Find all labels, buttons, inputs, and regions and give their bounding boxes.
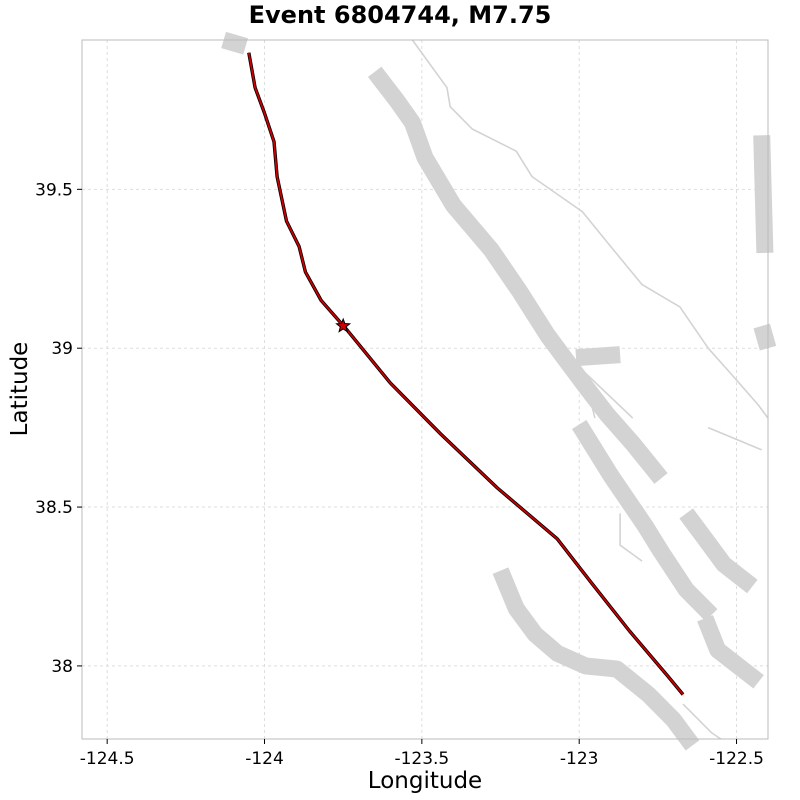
fault-surface [753,135,774,254]
fault-surface [679,508,758,594]
fault-surface [221,31,248,55]
fault-trace [619,513,643,562]
rupture-trace [247,52,684,696]
x-tick-label: -124.5 [80,749,135,769]
fault-trace [682,703,722,740]
x-tick-label: -123 [560,749,599,769]
y-tick-label: 38 [51,657,73,677]
y-tick-label: 38.5 [35,498,73,518]
fault-surface [697,615,764,689]
fault-trace [707,426,763,451]
fault-surface [575,346,621,367]
fault-surface [492,567,700,751]
fault-surface [367,66,668,484]
fault-trace [591,405,596,419]
y-axis-label: Latitude [7,341,33,437]
y-tick-layer: 38 38.5 39 39.5 [35,180,82,677]
hypocenter-layer [335,317,352,333]
fault-trace [411,39,769,419]
fault-surface [571,420,718,622]
y-tick-label: 39.5 [35,180,73,200]
y-tick-label: 39 [51,339,73,359]
fault-trace [575,363,634,419]
plot-frame [81,39,769,740]
x-tick-layer: -124.5 -124 -123.5 -123 -122.5 [80,739,764,769]
grid-layer [82,40,768,739]
fault-surface [753,323,777,351]
x-tick-label: -122.5 [709,749,764,769]
chart-title: Event 6804744, M7.75 [248,1,552,29]
rupture-layer [247,52,685,696]
fault-layer [221,31,777,751]
x-tick-label: -124 [245,749,284,769]
x-tick-label: -123.5 [394,749,449,769]
hypocenter-star [335,317,352,333]
x-axis-label: Longitude [367,768,483,794]
